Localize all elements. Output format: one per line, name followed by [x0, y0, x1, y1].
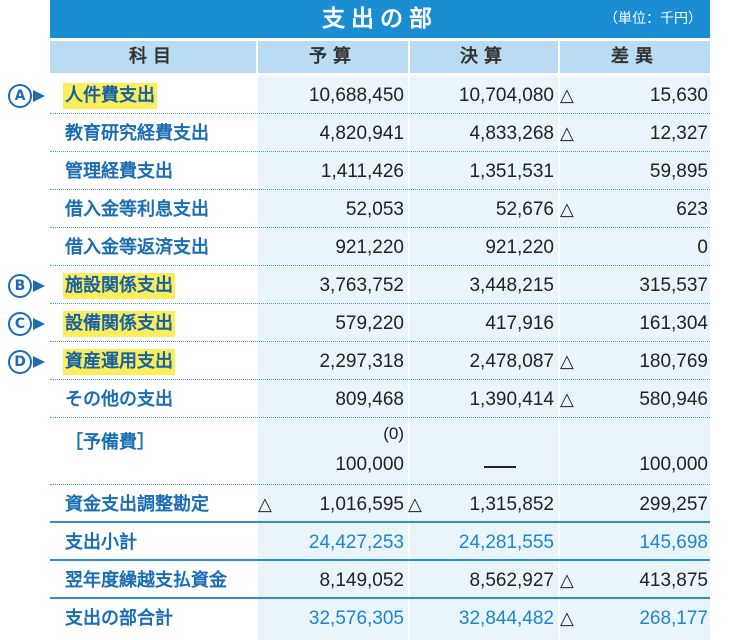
sai-value: 268,177 [639, 608, 708, 629]
row-label: 支出小計 [65, 532, 137, 553]
yosan-value: 100,000 [335, 454, 404, 475]
sai-value: 580,946 [639, 389, 708, 410]
arrow-right-icon [33, 356, 45, 368]
row-label: 借入金等返済支出 [65, 237, 209, 258]
yosan-value: 52,053 [345, 199, 404, 220]
sai-value: 59,895 [649, 161, 708, 182]
kessan-column-bg [410, 76, 558, 640]
table-row: 教育研究経費支出 4,820,941 4,833,268 △ 12,327 [0, 114, 750, 152]
kessan-value: 32,844,482 [458, 608, 554, 629]
table-row: C 設備関係支出 579,220 417,916 161,304 [0, 304, 750, 342]
column-header-yosan: 予算 [258, 41, 408, 73]
row-label: 借入金等利息支出 [65, 199, 209, 220]
row-label: 施設関係支出 [63, 273, 175, 299]
table-row: B 施設関係支出 3,763,752 3,448,215 315,537 [0, 266, 750, 304]
sai-value: 100,000 [639, 454, 708, 475]
arrow-right-icon [33, 90, 45, 102]
circle-letter-marker: B [8, 274, 32, 298]
kessan-value: 1,390,414 [469, 389, 554, 410]
table-row: D 資産運用支出 2,297,318 2,478,087 △ 180,769 [0, 342, 750, 380]
row-label: ［予備費］ [65, 432, 155, 453]
circle-letter-marker: D [8, 350, 32, 374]
row-label: その他の支出 [65, 389, 173, 410]
kessan-value: 1,351,531 [469, 161, 554, 182]
yosan-value: 2,297,318 [319, 351, 404, 372]
expenditure-table: A 人件費支出 10,688,450 10,704,080 △ 15,630 教育研究経費支… [0, 76, 750, 637]
sai-value: 315,537 [639, 275, 708, 296]
table-title: 支出の部 [322, 6, 438, 32]
kessan-value: 4,833,268 [469, 123, 554, 144]
circle-letter-marker: C [8, 312, 32, 336]
negative-triangle: △ [560, 351, 574, 372]
sai-value: 299,257 [639, 494, 708, 515]
yosan-value: 24,427,253 [308, 532, 404, 553]
yosan-value: 10,688,450 [308, 85, 404, 106]
table-row: 借入金等返済支出 921,220 921,220 0 [0, 228, 750, 266]
negative-triangle: △ [560, 389, 574, 410]
yosan-value: 32,576,305 [308, 608, 404, 629]
row-label: 人件費支出 [63, 83, 157, 109]
row-label: 教育研究経費支出 [65, 123, 209, 144]
yosan-value: 3,763,752 [319, 275, 404, 296]
yosan-value: 579,220 [335, 313, 404, 334]
unit-note: （単位：千円） [604, 11, 702, 27]
sai-value: 161,304 [639, 313, 708, 334]
column-header-kamoku: 科目 [50, 41, 256, 73]
yosan-value: 809,468 [335, 389, 404, 410]
kessan-value: 24,281,555 [458, 532, 554, 553]
negative-triangle: △ [258, 494, 272, 515]
sai-value: 413,875 [639, 570, 708, 591]
table-row: 資金支出調整勘定 △ 1,016,595 △ 1,315,852 299,257 [0, 485, 750, 523]
table-row: その他の支出 809,468 1,390,414 △ 580,946 [0, 380, 750, 418]
row-label: 資産運用支出 [63, 349, 175, 375]
sai-value: 145,698 [639, 532, 708, 553]
negative-triangle: △ [560, 199, 574, 220]
row-label: 設備関係支出 [63, 311, 175, 337]
row-label: 翌年度繰越支払資金 [65, 570, 227, 591]
sai-column-bg [560, 76, 710, 640]
table-row: 支出小計 24,427,253 24,281,555 145,698 [0, 523, 750, 561]
negative-triangle: △ [408, 494, 422, 515]
negative-triangle: △ [560, 608, 574, 629]
table-row: ［予備費］(0)100,000—100,000 [0, 418, 750, 485]
table-row: 管理経費支出 1,411,426 1,351,531 59,895 [0, 152, 750, 190]
kessan-value: 2,478,087 [469, 351, 554, 372]
title-bar: 支出の部 （単位：千円） [50, 0, 710, 38]
negative-triangle: △ [560, 570, 574, 591]
row-label: 管理経費支出 [65, 161, 173, 182]
table-row: 借入金等利息支出 52,053 52,676 △ 623 [0, 190, 750, 228]
yosan-value: 921,220 [335, 237, 404, 258]
column-header-kessan: 決算 [410, 41, 558, 73]
yosan-value: 1,411,426 [320, 161, 404, 182]
table-row: 翌年度繰越支払資金 8,149,052 8,562,927 △ 413,875 [0, 561, 750, 599]
yosan-value: 4,820,941 [319, 123, 404, 144]
sai-value: 180,769 [639, 351, 708, 372]
kessan-value: 1,315,852 [469, 494, 554, 515]
arrow-right-icon [33, 318, 45, 330]
circle-letter-marker: A [8, 84, 32, 108]
table-row: A 人件費支出 10,688,450 10,704,080 △ 15,630 [0, 76, 750, 114]
table-row: 支出の部合計 32,576,305 32,844,482 △ 268,177 [0, 599, 750, 637]
column-header-sai: 差異 [560, 41, 710, 73]
yosan-paren-value: (0) [383, 424, 404, 443]
sai-value: 15,630 [649, 85, 708, 106]
negative-triangle: △ [560, 123, 574, 144]
kessan-value: 3,448,215 [469, 275, 554, 296]
row-label: 資金支出調整勘定 [65, 494, 209, 515]
arrow-right-icon [33, 280, 45, 292]
kessan-value: 417,916 [485, 313, 554, 334]
negative-triangle: △ [560, 85, 574, 106]
row-label: 支出の部合計 [65, 608, 173, 629]
kessan-value: 52,676 [495, 199, 554, 220]
kessan-value: 8,562,927 [469, 570, 554, 591]
kessan-value: 921,220 [485, 237, 554, 258]
sai-value: 623 [676, 199, 708, 220]
sai-value: 0 [697, 237, 708, 258]
sai-value: 12,327 [649, 123, 708, 144]
yosan-value: 1,016,595 [319, 494, 404, 515]
yosan-column-bg [258, 76, 408, 640]
kessan-dash [484, 466, 516, 468]
kessan-value: 10,704,080 [458, 85, 554, 106]
yosan-value: 8,149,052 [319, 570, 404, 591]
